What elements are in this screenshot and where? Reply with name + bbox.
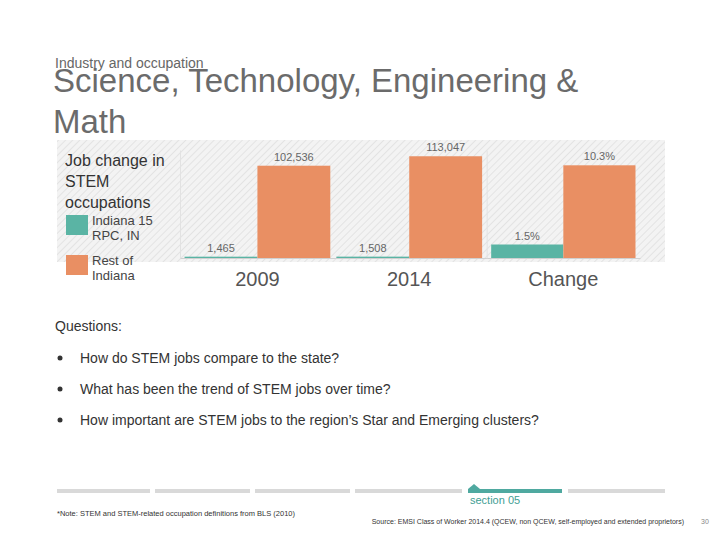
x-tick: 2009: [235, 258, 280, 290]
rule-segment: [568, 489, 665, 493]
section-marker: [468, 484, 480, 489]
chart-panel: [57, 140, 665, 262]
bullet: [58, 356, 63, 361]
x-tick: 2014: [387, 258, 432, 290]
page-title: Science, Technology, Engineering &Math: [53, 62, 578, 140]
legend-swatch: [66, 215, 88, 235]
bar: [185, 257, 258, 258]
x-axis-line: [181, 258, 488, 259]
rule-segment: [155, 489, 250, 493]
bar: [409, 156, 482, 258]
source: Source: EMSI Class of Worker 2014.4 (QCE…: [372, 518, 684, 526]
data-label: 1,465: [207, 242, 235, 254]
rule-segment: [57, 489, 150, 493]
slide: Industry and occupationScience, Technolo…: [0, 0, 720, 540]
bar: [257, 166, 330, 258]
question: How important are STEM jobs to the regio…: [80, 412, 539, 428]
rule-segment: [355, 489, 462, 493]
x-axis: Change: [487, 258, 640, 290]
y-axis: [487, 151, 488, 259]
data-label: 102,536: [274, 151, 314, 163]
data-label: 113,047: [426, 141, 465, 153]
legend-label: Indiana 15RPC, IN: [92, 213, 153, 243]
bar: [336, 257, 409, 258]
labels: 1,465 1,508 102,536 113,047 1.5% 10.3%: [207, 141, 615, 253]
section: section 05: [470, 494, 520, 506]
question: What has been the trend of STEM jobs ove…: [80, 381, 391, 397]
rule-segment: [255, 489, 350, 493]
bars: [185, 156, 636, 258]
x-tick-label: 2009: [235, 268, 280, 290]
data-label: 10.3%: [584, 150, 615, 162]
rule-segment: [468, 489, 562, 493]
x-tick: Change: [528, 258, 598, 290]
bullet: [58, 418, 63, 423]
x-axis: 2009 2014: [181, 258, 488, 290]
question: How do STEM jobs compare to the state?: [80, 350, 339, 366]
data-label: 1.5%: [515, 230, 540, 242]
bullet: [58, 387, 63, 392]
y-axis-line: [180, 151, 181, 259]
x-tick-label: 2014: [387, 268, 432, 290]
y-axis-line: [487, 151, 488, 259]
legend-title: Job change inSTEMoccupations: [65, 152, 165, 211]
y-axis: [180, 151, 181, 259]
page-number: 30: [701, 518, 709, 525]
x-tick-label: Change: [528, 268, 598, 290]
bar: [563, 165, 635, 258]
data-label: 1,508: [359, 242, 387, 254]
x-axis-line: [487, 258, 640, 259]
legend-label: Rest ofIndiana: [92, 253, 135, 283]
questions-label: Questions:: [55, 318, 122, 334]
legend-swatch: [66, 255, 88, 275]
legend: Indiana 15RPC, IN Rest ofIndiana: [66, 213, 153, 283]
footnote: *Note: STEM and STEM-related occupation …: [57, 509, 296, 518]
bar: [491, 245, 563, 259]
